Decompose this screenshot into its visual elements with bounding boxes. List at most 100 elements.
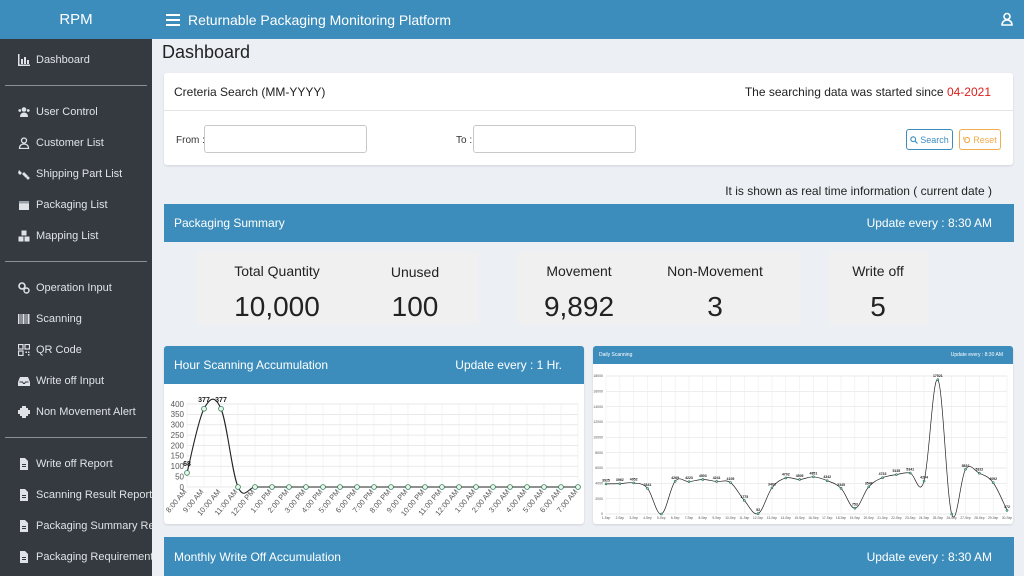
sidebar-item-write-off-input[interactable]: Write off Input	[0, 365, 152, 396]
x-tick-label: 26-Sep	[947, 516, 958, 520]
data-point	[908, 471, 912, 475]
x-tick-label: 29-Sep	[988, 516, 999, 520]
sidebar-item-label: Scanning Result Report	[36, 488, 152, 501]
sidebar-item-label: QR Code	[36, 343, 82, 356]
x-tick-label: 22-Sep	[891, 516, 902, 520]
data-point	[337, 484, 343, 490]
y-tick-label: 2000	[595, 497, 603, 501]
data-point	[575, 484, 581, 490]
quantity-stat-box	[196, 251, 478, 325]
data-point	[604, 482, 608, 486]
y-tick-label: 350	[171, 410, 185, 419]
brand-logo[interactable]: RPM	[0, 0, 152, 39]
data-point	[218, 405, 224, 412]
sidebar-item-scanning-result-report[interactable]: Scanning Result Report	[0, 479, 152, 510]
data-point	[184, 470, 190, 476]
x-tick-label: 16-Sep	[808, 516, 819, 520]
y-tick-label: 14000	[593, 405, 603, 409]
data-point	[922, 479, 926, 483]
sidebar-item-customer-list[interactable]: Customer List	[0, 127, 152, 158]
data-point	[936, 378, 940, 381]
unused-value: 100	[391, 291, 439, 322]
x-tick-label: 5-Sep	[657, 516, 666, 520]
data-point	[729, 481, 732, 484]
data-label: 3549	[865, 481, 873, 485]
daily-scanning-update: Update every : 8:30 AM	[950, 352, 1003, 358]
data-label: 4241	[713, 476, 721, 480]
x-tick-label: 14-Sep	[781, 516, 792, 520]
data-point	[964, 467, 967, 471]
file-icon	[17, 550, 30, 563]
data-point	[770, 486, 774, 490]
data-label: 3925	[602, 478, 610, 482]
data-label: 472	[1004, 505, 1010, 509]
data-point	[269, 484, 275, 490]
x-tick-label: 4-Sep	[643, 516, 652, 520]
sidebar-item-label: Write off Input	[36, 374, 105, 387]
sidebar-divider	[5, 261, 147, 262]
sidebar-item-qr-code[interactable]: QR Code	[0, 334, 152, 365]
reset-button[interactable]: Reset	[959, 129, 1001, 150]
data-label: 4702	[782, 472, 790, 476]
data-label: 3403	[768, 482, 776, 486]
y-tick-label: 8000	[595, 451, 603, 455]
user-account-icon[interactable]	[1000, 12, 1014, 26]
sidebar-item-user-control[interactable]: User Control	[0, 96, 152, 127]
data-point	[632, 481, 635, 485]
sidebar-item-dashboard[interactable]: Dashboard	[0, 44, 152, 75]
monthly-write-off-header: Monthly Write Off Accumulation Update ev…	[164, 537, 1014, 576]
box-icon	[17, 199, 30, 211]
to-input[interactable]	[473, 125, 636, 153]
data-point	[756, 512, 760, 515]
sidebar-item-packaging-requirement-report[interactable]: Packaging Requirement Report	[0, 541, 152, 572]
total-quantity-value: 10,000	[234, 291, 320, 322]
movement-stat-box	[517, 251, 801, 325]
sidebar-item-label: Packaging Requirement Report	[36, 550, 152, 563]
y-tick-label: 12000	[593, 420, 603, 424]
data-point	[507, 484, 513, 490]
data-label: 4733	[879, 472, 887, 476]
sidebar-item-packaging-summary-report[interactable]: Packaging Summary Report	[0, 510, 152, 541]
file-icon	[17, 519, 30, 532]
sidebar-item-operation-input[interactable]: Operation Input	[0, 272, 152, 303]
write-off-value: 5	[870, 291, 886, 322]
y-tick-label: 250	[171, 431, 185, 440]
hour-scanning-header: Hour Scanning Accumulation Update every …	[164, 346, 584, 384]
sidebar-item-label: Packaging Summary Report	[36, 519, 152, 532]
series-line	[186, 398, 578, 494]
sidebar-item-label: Operation Input	[36, 281, 112, 294]
menu-toggle-icon[interactable]	[166, 13, 180, 26]
data-point	[252, 484, 258, 490]
from-input[interactable]	[204, 125, 367, 153]
data-label: 4851	[810, 471, 818, 475]
sidebar-item-non-movement-alert[interactable]: Non Movement Alert	[0, 396, 152, 427]
packaging-summary-update: Update every : 8:30 AM	[866, 216, 992, 230]
search-button[interactable]: Search	[906, 129, 953, 150]
non-movement-value: 3	[707, 291, 723, 322]
y-tick-label: 150	[171, 452, 185, 461]
x-tick-label: 6-Sep	[671, 516, 680, 520]
data-label: 3341	[644, 483, 652, 487]
sidebar-item-scanning[interactable]: Scanning	[0, 303, 152, 334]
sidebar-item-write-off-report[interactable]: Write off Report	[0, 448, 152, 479]
data-label: 5135	[892, 469, 900, 473]
data-point	[950, 512, 953, 516]
reset-button-label: Reset	[973, 134, 997, 145]
sidebar-item-shipping-part-list[interactable]: Shipping Part List	[0, 158, 152, 189]
sidebar-item-mapping-list[interactable]: Mapping List	[0, 220, 152, 251]
x-tick-label: 17-Sep	[822, 516, 833, 520]
y-tick-label: 6000	[595, 466, 603, 470]
data-point	[439, 484, 445, 490]
sidebar-item-packaging-list[interactable]: Packaging List	[0, 189, 152, 220]
data-point	[991, 481, 995, 484]
alert-icon	[17, 405, 30, 418]
data-point	[687, 480, 691, 483]
data-point	[853, 506, 857, 510]
data-label: 4105	[727, 477, 735, 481]
y-tick-label: 50	[175, 472, 184, 481]
data-point	[618, 482, 622, 485]
sidebar: RPM Dashboard User Control Customer List…	[0, 0, 152, 576]
data-point	[798, 478, 801, 481]
y-tick-label: 10000	[593, 436, 603, 440]
x-tick-label: 28-Sep	[974, 516, 985, 520]
